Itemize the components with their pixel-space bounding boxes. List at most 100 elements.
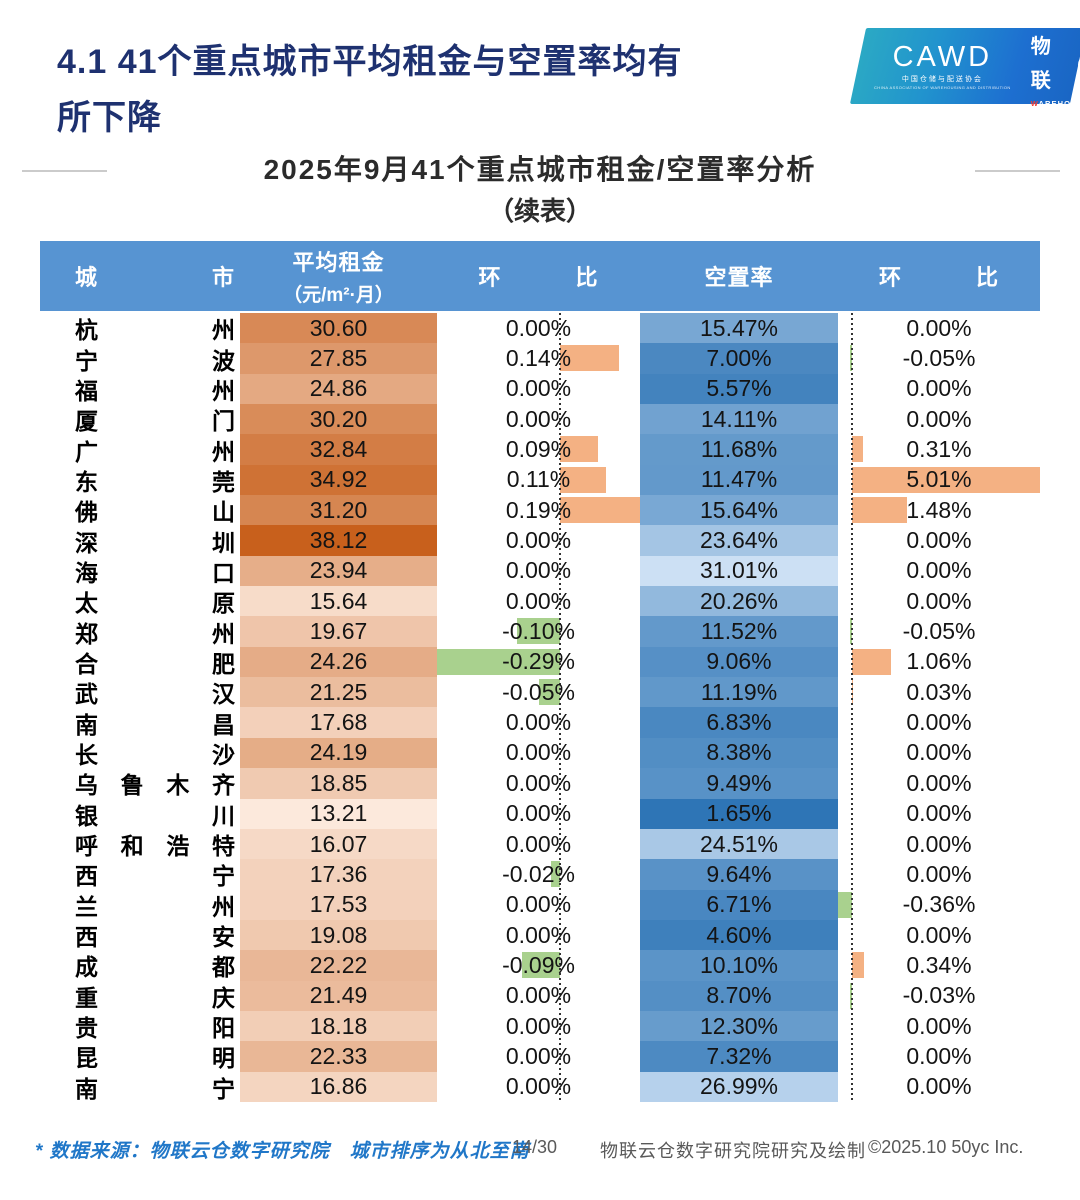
- vacancy-mom-bar: [851, 952, 865, 979]
- rent-mom-cell: 0.00%: [505, 405, 572, 432]
- rent-cell: 34.92: [240, 464, 437, 496]
- vacancy-cell: 7.32%: [640, 1041, 838, 1072]
- vacancy-cell: 9.06%: [640, 646, 838, 678]
- rent-mom-cell: 0.00%: [505, 375, 572, 402]
- rent-cell: 24.19: [240, 737, 437, 769]
- vacancy-cell: 11.52%: [640, 616, 838, 647]
- vacancy-cell: 9.64%: [640, 859, 838, 890]
- city-cell: 杭州: [40, 313, 240, 343]
- city-cell: 南昌: [40, 707, 240, 738]
- rent-cell: 24.26: [240, 646, 437, 678]
- logo-divider: [1016, 41, 1028, 91]
- city-name: 贵阳: [75, 1015, 235, 1042]
- city-name: 兰州: [75, 893, 235, 920]
- vacancy-cell: 23.64%: [640, 525, 838, 556]
- rent-cell: 15.64: [240, 586, 437, 617]
- vacancy-mom-cell: -0.36%: [902, 891, 976, 918]
- rent-mom-cell: 0.00%: [505, 314, 572, 341]
- brand-cn-left: 物联: [1030, 36, 1052, 92]
- city-name: 南昌: [75, 711, 235, 738]
- vacancy-mom-cell: 5.01%: [906, 466, 972, 493]
- city-name: 广州: [75, 438, 235, 465]
- rent-cell: 19.08: [240, 919, 437, 951]
- rent-mom-cell: 0.00%: [505, 587, 572, 614]
- table-row: 广州 32.84 0.09% 11.68% 0.31%: [40, 434, 1040, 465]
- rent-cell: 16.86: [240, 1071, 437, 1102]
- city-name: 成都: [75, 954, 235, 981]
- header-vacancy-mom: 环 比: [879, 265, 999, 290]
- rent-mom-cell: 0.00%: [505, 800, 572, 827]
- vacancy-cell: 15.47%: [640, 313, 838, 344]
- city-cell: 呼和浩特: [40, 829, 240, 859]
- vacancy-cell: 9.49%: [640, 768, 838, 799]
- rent-cell: 13.21: [240, 798, 437, 829]
- vacancy-cell: 4.60%: [640, 919, 838, 951]
- page-title-line2: 所下降: [57, 99, 162, 137]
- vacancy-mom-cell: 0.00%: [906, 830, 972, 857]
- vacancy-mom-cell: 0.00%: [906, 314, 972, 341]
- rent-cell: 19.67: [240, 616, 437, 647]
- cawd-wordmark: CAWD: [892, 41, 993, 73]
- rent-cell: 31.20: [240, 495, 437, 526]
- vacancy-cell: 26.99%: [640, 1071, 838, 1102]
- rent-mom-bar: [521, 952, 560, 979]
- vacancy-cell: 5.57%: [640, 373, 838, 405]
- vacancy-mom-cell: 0.00%: [906, 769, 972, 796]
- rent-mom-cell: -0.09%: [502, 951, 575, 978]
- header-vacancy-rate: 空置率: [704, 265, 774, 290]
- vacancy-cell: 6.83%: [640, 707, 838, 738]
- city-cell: 厦门: [40, 404, 240, 434]
- city-name: 长沙: [75, 741, 235, 768]
- rent-mom-cell: 0.09%: [505, 436, 572, 463]
- rent-mom-bar: [538, 679, 560, 706]
- rent-cell: 22.33: [240, 1041, 437, 1072]
- city-name: 银川: [75, 802, 235, 829]
- vacancy-mom-cell: 0.00%: [906, 527, 972, 554]
- vacancy-cell: 24.51%: [640, 828, 838, 860]
- table-body: 杭州 30.60 0.00% 15.47% 0.00% 宁波 27.85 0.14% 7.00%…: [40, 313, 1040, 1102]
- city-cell: 长沙: [40, 738, 240, 768]
- city-name: 杭州: [75, 317, 235, 344]
- cloud-icon: 云仓: [1074, 44, 1080, 78]
- table-row: 乌鲁木齐 18.85 0.00% 9.49% 0.00%: [40, 768, 1040, 799]
- rent-cell: 27.85: [240, 343, 437, 374]
- city-name: 宁波: [75, 347, 235, 374]
- table-row: 厦门 30.20 0.00% 14.11% 0.00%: [40, 404, 1040, 435]
- city-name: 太原: [75, 590, 235, 617]
- rent-mom-cell: 0.00%: [505, 769, 572, 796]
- rent-mom-cell: -0.29%: [502, 648, 575, 675]
- rent-cell: 30.20: [240, 404, 437, 435]
- table-row: 杭州 30.60 0.00% 15.47% 0.00%: [40, 313, 1040, 344]
- rent-mom-cell: 0.00%: [505, 1042, 572, 1069]
- vacancy-mom-axis-line: [850, 313, 853, 1102]
- vacancy-mom-cell: 0.00%: [906, 1042, 972, 1069]
- rent-mom-cell: 0.19%: [505, 496, 572, 523]
- rent-mom-cell: -0.05%: [502, 678, 575, 705]
- vacancy-mom-cell: 0.00%: [906, 860, 972, 887]
- cawd-logo: CAWD 中国仓储与配送协会 CHINA ASSOCIATION OF WARE…: [874, 42, 1011, 90]
- city-cell: 昆明: [40, 1041, 240, 1071]
- city-name: 郑州: [75, 620, 235, 647]
- vacancy-mom-cell: 0.03%: [906, 678, 972, 705]
- rent-cell: 17.68: [240, 707, 437, 738]
- rent-cell: 21.25: [240, 677, 437, 708]
- city-cell: 成都: [40, 950, 240, 980]
- vacancy-cell: 6.71%: [640, 889, 838, 920]
- vacancy-mom-cell: 0.00%: [906, 800, 972, 827]
- vacancy-mom-cell: -0.03%: [902, 982, 976, 1009]
- cawd-english-name: CHINA ASSOCIATION OF WAREHOUSING AND DIS…: [874, 85, 1011, 90]
- footer: * 数据来源：物联云仓数字研究院 城市排序为从北至南 14/30 物联云仓数字研…: [0, 1136, 1080, 1168]
- copyright: ©2025.10 50yc Inc.: [868, 1137, 1024, 1157]
- city-cell: 广州: [40, 434, 240, 465]
- vacancy-cell: 10.10%: [640, 950, 838, 981]
- vacancy-mom-bar: [851, 648, 892, 675]
- vacancy-mom-cell: -0.05%: [902, 618, 976, 645]
- city-cell: 海口: [40, 556, 240, 586]
- vacancy-mom-cell: 0.00%: [906, 587, 972, 614]
- vacancy-cell: 11.68%: [640, 434, 838, 465]
- brand-banner: CAWD 中国仓储与配送协会 CHINA ASSOCIATION OF WARE…: [841, 28, 1080, 108]
- city-cell: 兰州: [40, 890, 240, 920]
- rent-mom-cell: 0.14%: [505, 345, 572, 372]
- rent-mom-cell: 0.00%: [505, 891, 572, 918]
